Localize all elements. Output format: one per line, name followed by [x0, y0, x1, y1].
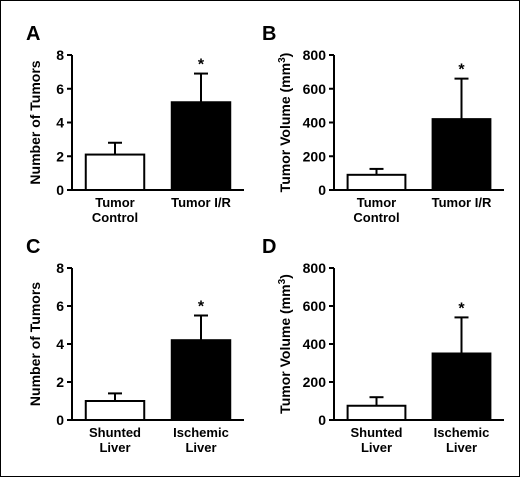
- y-tick-label: 600: [303, 298, 327, 314]
- y-tick-label: 8: [56, 47, 64, 63]
- bar: [431, 352, 492, 421]
- y-tick-label: 0: [318, 182, 326, 198]
- significance-marker: *: [458, 62, 465, 79]
- x-category-label: Liver: [99, 440, 130, 455]
- y-axis-title-main: Number of Tumors: [27, 60, 43, 184]
- y-tick-label: 6: [56, 81, 64, 97]
- y-axis-title-main: Tumor Volume (mm: [277, 284, 293, 413]
- bar: [170, 339, 232, 422]
- y-axis-title: Number of Tumors: [27, 282, 43, 406]
- panel-letter: D: [262, 236, 276, 258]
- y-axis-title: Number of Tumors: [27, 60, 43, 184]
- y-axis-title-superscript: 3: [277, 278, 288, 284]
- significance-marker: *: [198, 299, 205, 316]
- x-category-label: Ischemic: [173, 425, 229, 440]
- y-axis-title-superscript: 3: [277, 57, 288, 63]
- y-axis-title: Tumor Volume (mm3): [277, 53, 294, 193]
- significance-marker: *: [458, 300, 465, 317]
- x-category-label: Control: [353, 210, 399, 225]
- y-tick-label: 2: [56, 148, 64, 164]
- significance-marker: *: [198, 57, 205, 74]
- panel-letter: C: [26, 236, 40, 258]
- bar: [170, 101, 232, 191]
- panel-letter: A: [26, 23, 40, 45]
- y-tick-label: 2: [56, 374, 64, 390]
- y-tick-label: 8: [56, 260, 64, 276]
- x-category-label: Liver: [446, 440, 477, 455]
- x-category-label: Shunted: [351, 425, 403, 440]
- y-axis-title-tail: ): [277, 53, 293, 58]
- y-tick-label: 200: [303, 374, 327, 390]
- y-axis-title-main: Number of Tumors: [27, 282, 43, 406]
- y-tick-label: 4: [56, 115, 64, 131]
- y-tick-label: 4: [56, 336, 64, 352]
- y-tick-label: 200: [303, 148, 327, 164]
- y-tick-label: 400: [303, 336, 327, 352]
- panel-b: B 0 200 400 600 800 Tumor Volume (mm3) TumorCon…: [262, 23, 504, 225]
- y-tick-label: 800: [303, 260, 327, 276]
- bar: [346, 404, 407, 421]
- y-tick-label: 400: [303, 115, 327, 131]
- x-category-label: Shunted: [89, 425, 141, 440]
- y-axis-title: Tumor Volume (mm3): [277, 274, 294, 414]
- panel-letter: B: [262, 23, 276, 45]
- x-category-label: Control: [92, 210, 138, 225]
- x-category-label: Ischemic: [434, 425, 490, 440]
- x-category-label: Tumor: [357, 195, 396, 210]
- x-category-label: Tumor I/R: [171, 195, 231, 210]
- x-category-label: Liver: [185, 440, 216, 455]
- bar: [84, 153, 146, 191]
- y-tick-label: 0: [56, 182, 64, 198]
- y-tick-label: 0: [318, 412, 326, 428]
- y-tick-label: 6: [56, 298, 64, 314]
- y-axis-title-tail: ): [277, 274, 293, 279]
- bar: [431, 118, 492, 191]
- y-tick-label: 800: [303, 47, 327, 63]
- x-category-label: Tumor: [95, 195, 134, 210]
- x-category-label: Tumor I/R: [432, 195, 492, 210]
- y-tick-label: 0: [56, 412, 64, 428]
- y-tick-label: 600: [303, 81, 327, 97]
- x-category-label: Liver: [361, 440, 392, 455]
- bar: [346, 173, 407, 191]
- y-axis-title-main: Tumor Volume (mm: [277, 63, 293, 192]
- bar: [84, 400, 146, 421]
